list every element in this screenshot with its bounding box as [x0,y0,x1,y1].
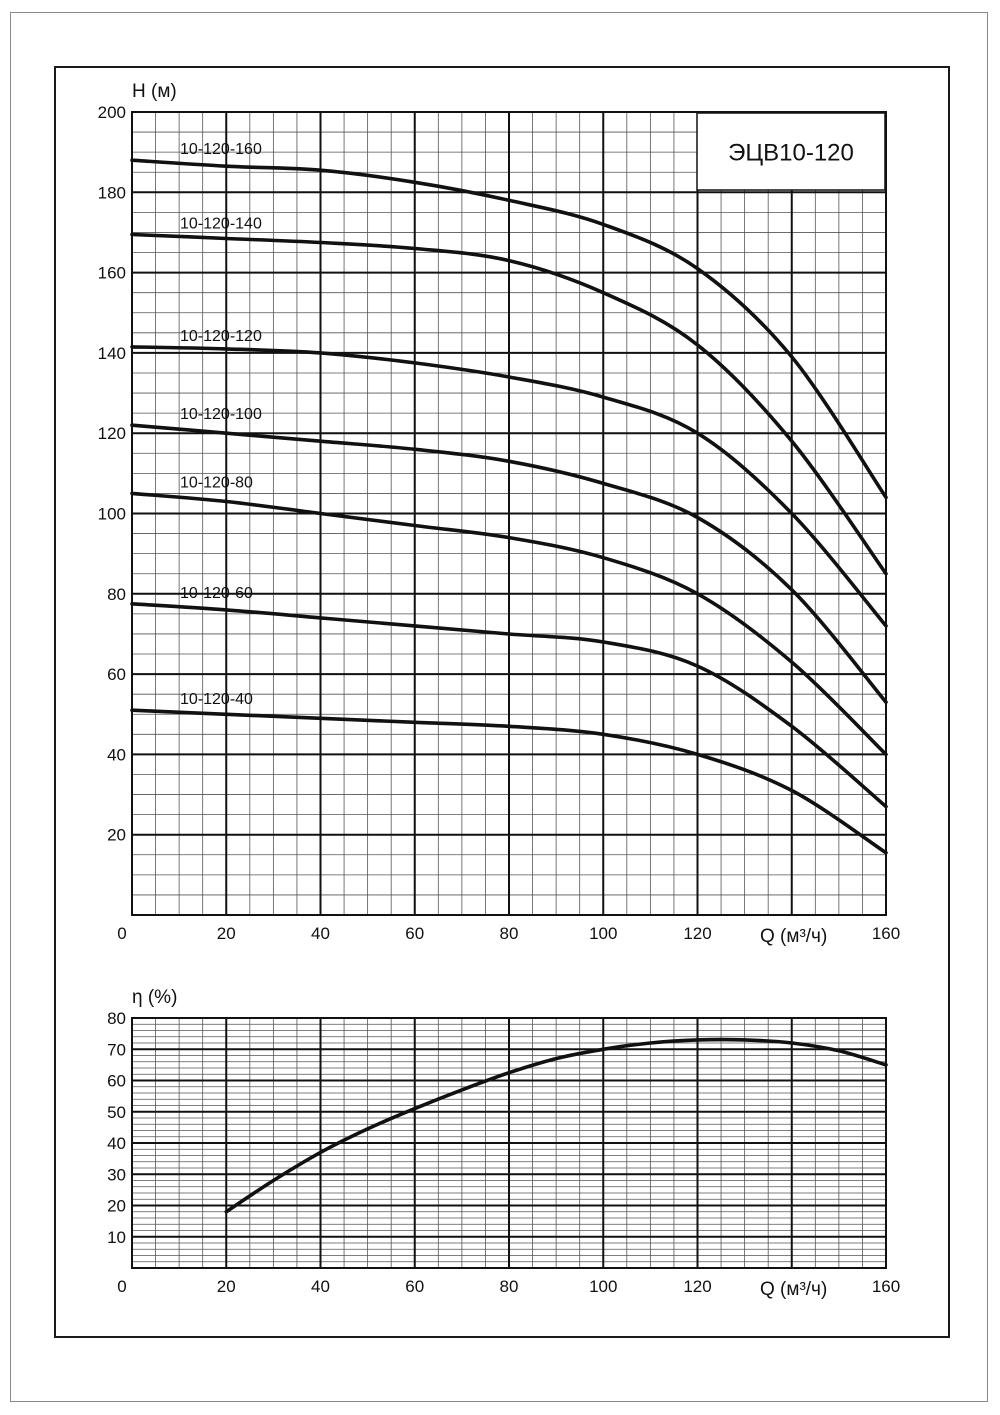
series-label: 10-120-100 [180,406,262,423]
x-tick-label: 20 [217,924,236,943]
y-tick-label: 60 [107,665,126,684]
y-axis-label: H (м) [132,81,177,102]
series-label: 10-120-120 [180,328,262,345]
x-tick-label: 60 [405,1277,424,1296]
inner-chart-frame [54,66,950,1338]
series-label: 10-120-60 [180,585,253,602]
x-tick-label: 40 [311,1277,330,1296]
x-axis-label: Q (м³/ч) [760,926,827,947]
y-tick-label: 40 [107,745,126,764]
x-tick-label: 160 [872,924,900,943]
x-tick-label: 80 [500,924,519,943]
curve-10-120-160 [130,158,888,500]
x-tick-label: 100 [589,924,617,943]
curve-10-120-60 [130,602,888,809]
y-tick-label: 40 [107,1134,126,1153]
y-tick-label: 180 [98,183,126,202]
y-tick-label: 80 [107,1009,126,1028]
y-tick-label: 10 [107,1228,126,1247]
curve-10-120-40 [130,708,888,855]
series-label: 10-120-140 [180,215,262,232]
series-label: 10-120-80 [180,474,253,491]
plot-border [131,1017,887,1269]
y-tick-label: 20 [107,1197,126,1216]
x-tick-label: 160 [872,1277,900,1296]
curve-10-120-100 [130,423,888,704]
x-tick-label: 80 [500,1277,519,1296]
x-tick-label: 120 [683,924,711,943]
curve-10-120-120 [130,345,888,628]
y-tick-label: 50 [107,1103,126,1122]
y-tick-label: 160 [98,264,126,283]
x-tick-label: 40 [311,924,330,943]
plot-border [131,111,887,916]
curve-10-120-80 [130,491,888,757]
series-label: 10-120-40 [180,691,253,708]
efficiency-curve [224,1037,888,1214]
y-tick-label: 60 [107,1072,126,1091]
curve-10-120-140 [130,232,888,576]
y-tick-label: 20 [107,826,126,845]
y-tick-label: 70 [107,1040,126,1059]
y-tick-label: 200 [98,103,126,122]
y-tick-label: 120 [98,424,126,443]
chart-title-box [696,112,886,191]
y-axis-label: η (%) [132,987,177,1008]
efficiency-chart: 10 20 30 40 50 60 70 80 0 20 40 60 80 100 120 160 η (%) Q… [107,987,900,1300]
x-tick-label: 100 [589,1277,617,1296]
x-axis-label: Q (м³/ч) [760,1279,827,1300]
chart-title: ЭЦВ10-120 [728,140,854,167]
y-tick-label: 80 [107,585,126,604]
x-tick-label: 0 [117,924,126,943]
y-tick-label: 30 [107,1165,126,1184]
x-tick-label: 20 [217,1277,236,1296]
series-label: 10-120-160 [180,141,262,158]
y-tick-label: 140 [98,344,126,363]
x-tick-label: 60 [405,924,424,943]
outer-page-frame [10,12,988,1402]
head-chart: ЭЦВ10-120 20 40 60 80 100 120 140 160 180 200 0 20 40… [98,81,901,947]
x-tick-label: 120 [683,1277,711,1296]
y-tick-label: 100 [98,505,126,524]
x-tick-label: 0 [117,1277,126,1296]
